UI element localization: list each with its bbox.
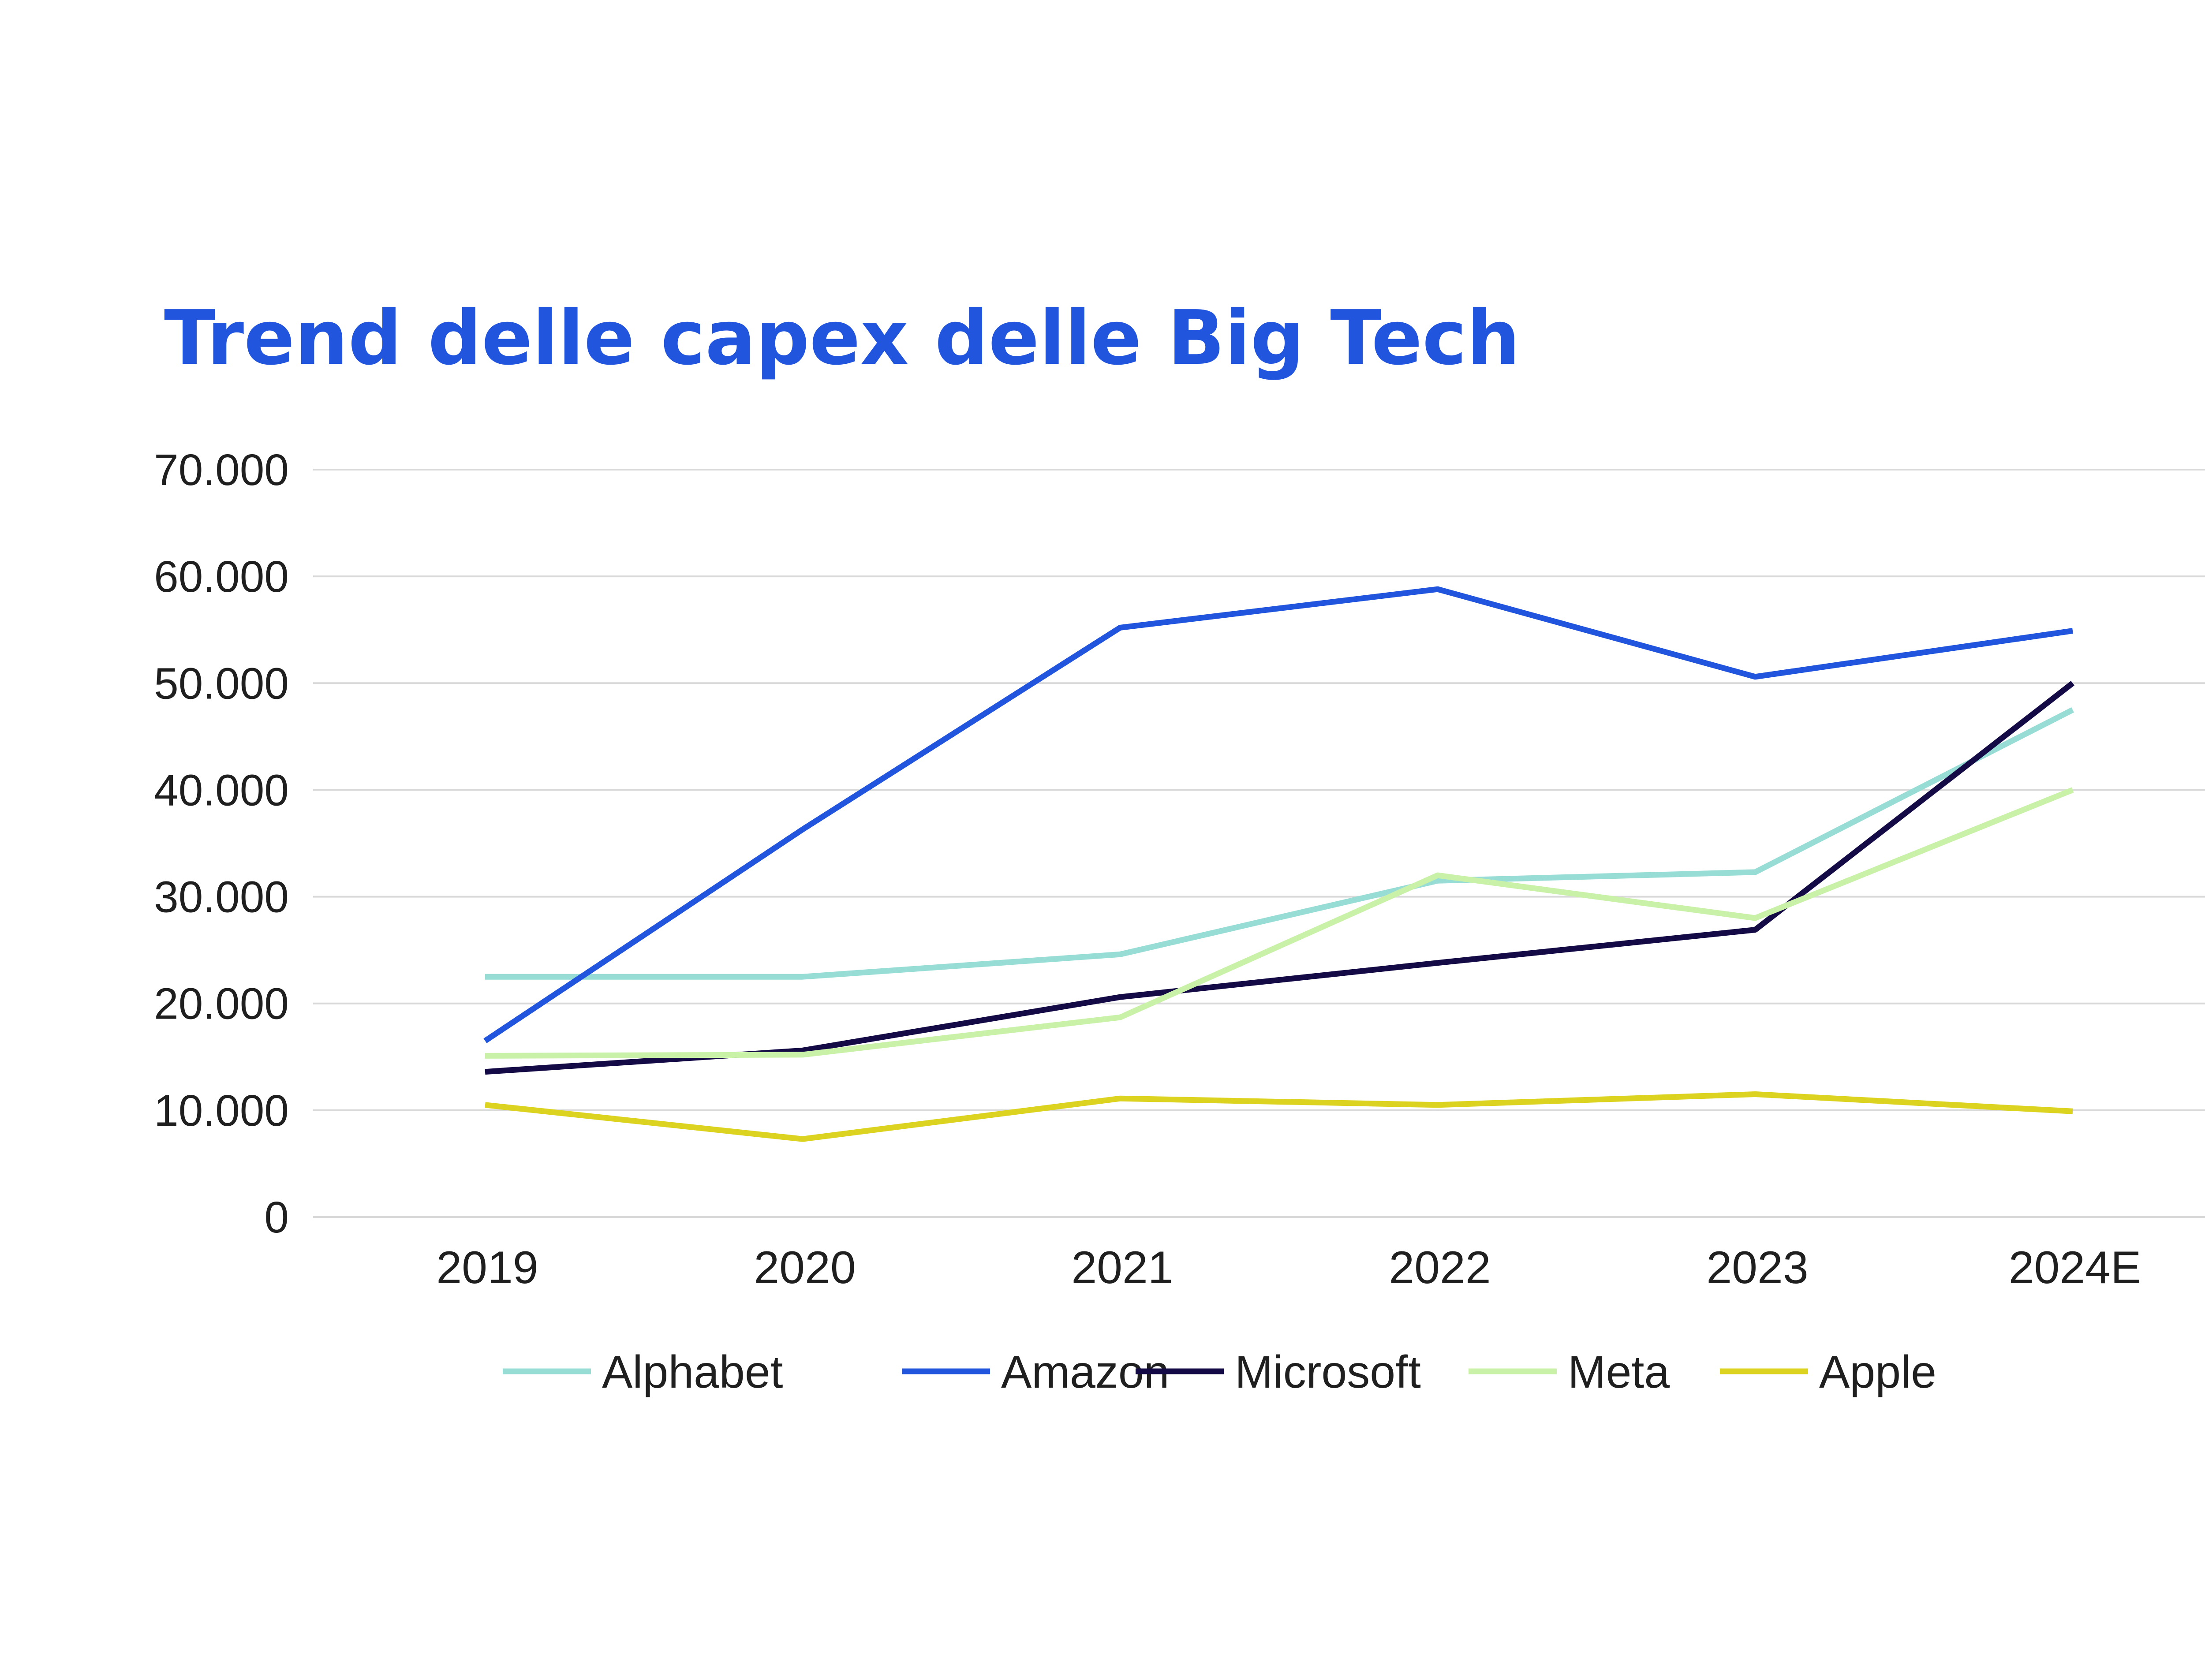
x-tick-label: 2022: [1389, 1242, 1491, 1293]
x-axis-ticks: 2019 2020 2021 2022 2023 2024E: [436, 1242, 2141, 1293]
legend: Alphabet Amazon Microsoft Meta Apple: [503, 1347, 1936, 1398]
x-tick-label: 2019: [436, 1242, 538, 1293]
y-tick-label: 70.000: [154, 445, 289, 495]
series-line-apple: [485, 1091, 2073, 1142]
y-axis-ticks: 0 10.000 20.000 30.000 40.000 50.000 60.000 70.…: [154, 445, 289, 1242]
x-tick-label: 2023: [1706, 1242, 1808, 1293]
series-lines: [483, 586, 2074, 1142]
y-tick-label: 10.000: [154, 1086, 289, 1135]
y-tick-label: 50.000: [154, 659, 289, 708]
y-tick-label: 20.000: [154, 979, 289, 1029]
series-line-meta: [485, 787, 2074, 1059]
y-tick-label: 40.000: [154, 765, 289, 815]
x-tick-label: 2024E: [2009, 1242, 2141, 1293]
legend-label-meta: Meta: [1568, 1347, 1670, 1398]
series-line-alphabet: [485, 707, 2074, 980]
legend-label-alphabet: Alphabet: [602, 1347, 783, 1398]
x-tick-label: 2021: [1071, 1242, 1173, 1293]
legend-label-apple: Apple: [1819, 1347, 1936, 1398]
gridlines: [313, 469, 2205, 1218]
series-line-amazon: [483, 586, 2073, 1043]
x-tick-label: 2020: [754, 1242, 856, 1293]
y-tick-label: 30.000: [154, 873, 289, 922]
series-line-microsoft: [485, 681, 2074, 1075]
y-tick-label: 60.000: [154, 552, 289, 601]
chart-title: Trend delle capex delle Big Tech: [164, 295, 1520, 382]
y-tick-label: 0: [264, 1193, 289, 1242]
legend-label-microsoft: Microsoft: [1235, 1347, 1421, 1398]
